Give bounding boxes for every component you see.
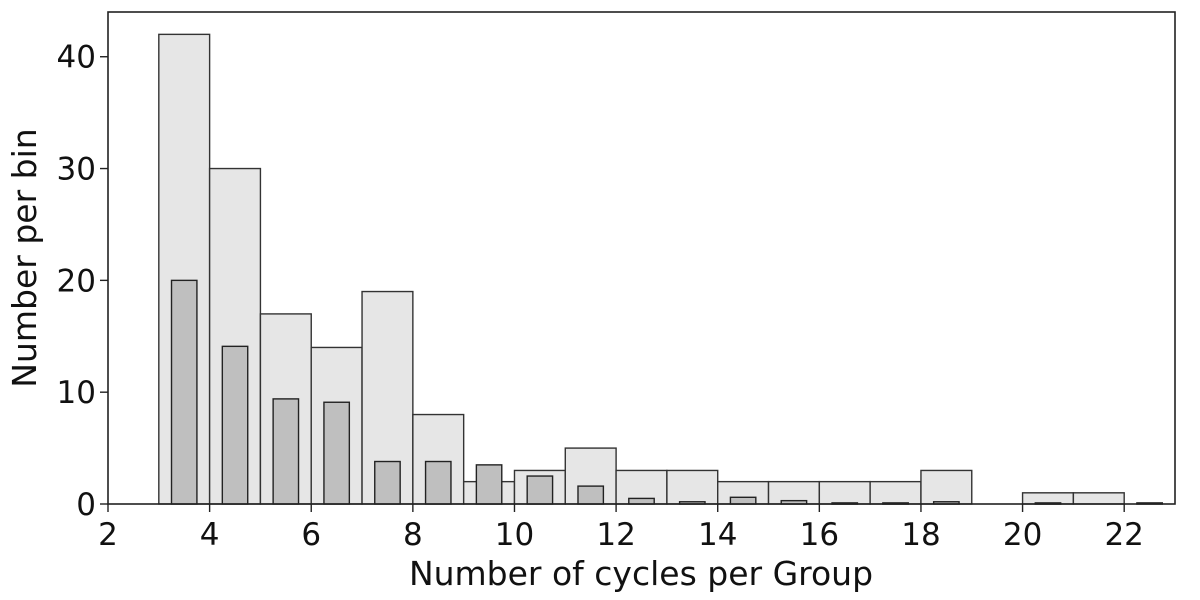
x-tick-label: 22: [1104, 517, 1143, 553]
x-tick-label: 2: [98, 517, 118, 553]
histogram-bar: [869, 480, 922, 505]
x-tick-label: 8: [403, 517, 423, 553]
narrow-bar: [170, 279, 198, 505]
narrow-bar: [424, 460, 452, 505]
y-tick-label: 20: [57, 263, 96, 299]
narrow-bar: [221, 345, 249, 505]
narrow-bar: [272, 398, 300, 505]
histogram-bar: [920, 469, 973, 505]
narrow-bar: [374, 460, 401, 505]
narrow-bar: [526, 475, 554, 505]
x-tick-label: 14: [698, 517, 737, 553]
narrow-bar: [729, 496, 757, 505]
y-tick-label: 0: [76, 487, 96, 523]
histogram-bar: [1072, 492, 1125, 505]
x-tick-label: 20: [1003, 517, 1042, 553]
plot-border: [107, 11, 1176, 505]
narrow-bar: [577, 485, 605, 505]
histogram-bar: [666, 469, 719, 505]
y-tick-label: 10: [57, 375, 96, 411]
plot-frame: [107, 11, 1176, 505]
x-tick-label: 4: [200, 517, 220, 553]
x-axis-label: Number of cycles per Group: [409, 554, 873, 593]
y-axis-label: Number per bin: [5, 128, 44, 387]
narrow-bar: [628, 497, 655, 505]
y-tick-label: 30: [57, 152, 96, 188]
y-tick-label: 40: [57, 40, 96, 76]
narrow-bar: [323, 401, 351, 505]
narrow-bar: [475, 464, 503, 505]
x-tick-label: 6: [301, 517, 321, 553]
x-tick-label: 12: [596, 517, 635, 553]
x-tick-label: 16: [800, 517, 839, 553]
y-axis: 0 10 20 30 40: [57, 40, 108, 523]
x-axis: 2 4 6 8 10 12 14 16 18 20 22: [98, 504, 1144, 553]
x-tick-label: 18: [901, 517, 940, 553]
plot-bars: [158, 33, 1163, 505]
x-tick-label: 10: [495, 517, 534, 553]
histogram-bar: [818, 480, 871, 505]
